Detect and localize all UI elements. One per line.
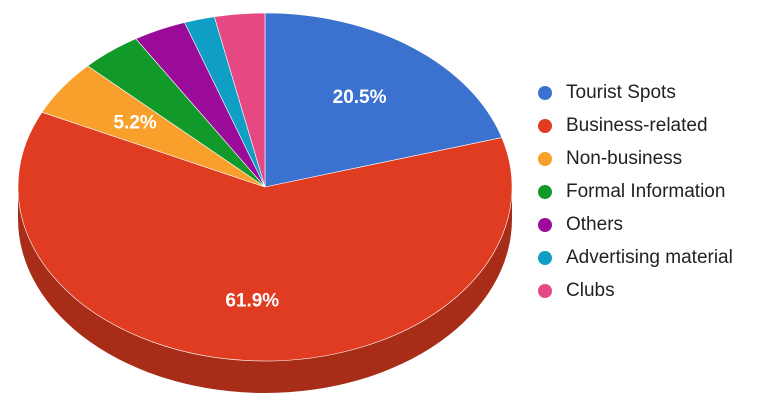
pie-depth-layer — [18, 187, 512, 393]
legend-marker-icon — [538, 217, 552, 232]
pie-slice-clubs[interactable] — [213, 12, 266, 188]
legend-item-others[interactable]: Others — [538, 208, 764, 241]
pie-side-business-related — [18, 187, 512, 393]
legend-label: Clubs — [566, 279, 615, 301]
pie-slice-business-related[interactable] — [17, 111, 513, 362]
legend-item-tourist-spots[interactable]: Tourist Spots — [538, 76, 764, 109]
legend-marker-icon — [538, 151, 552, 166]
legend-item-formal-information[interactable]: Formal Information — [538, 175, 764, 208]
legend-label: Business-related — [566, 114, 708, 136]
legend-item-business-related[interactable]: Business-related — [538, 109, 764, 142]
legend-marker-icon — [538, 118, 552, 133]
legend-marker-icon — [538, 85, 552, 100]
legend-label: Advertising material — [566, 246, 733, 268]
legend-label: Others — [566, 213, 624, 235]
legend-label: Non-business — [566, 147, 683, 169]
legend-label: Formal Information — [566, 180, 726, 202]
legend-label: Tourist Spots — [566, 81, 676, 103]
legend-marker-icon — [538, 283, 552, 298]
pie-slice-tourist-spots[interactable] — [264, 12, 503, 188]
legend-item-non-business[interactable]: Non-business — [538, 142, 764, 175]
legend-marker-icon — [538, 184, 552, 199]
data-label-tourist-spots: 20.5% — [333, 87, 387, 108]
legend-marker-icon — [538, 250, 552, 265]
legend: Tourist Spots Business-related Non-busin… — [538, 76, 764, 307]
legend-item-advertising-material[interactable]: Advertising material — [538, 241, 764, 274]
data-label-non-business: 5.2% — [114, 112, 157, 133]
data-label-business-related: 61.9% — [225, 291, 279, 312]
pie-slices-layer — [17, 12, 513, 362]
legend-item-clubs[interactable]: Clubs — [538, 274, 764, 307]
pie-labels-layer: 20.5% 61.9% 5.2% — [114, 87, 387, 312]
